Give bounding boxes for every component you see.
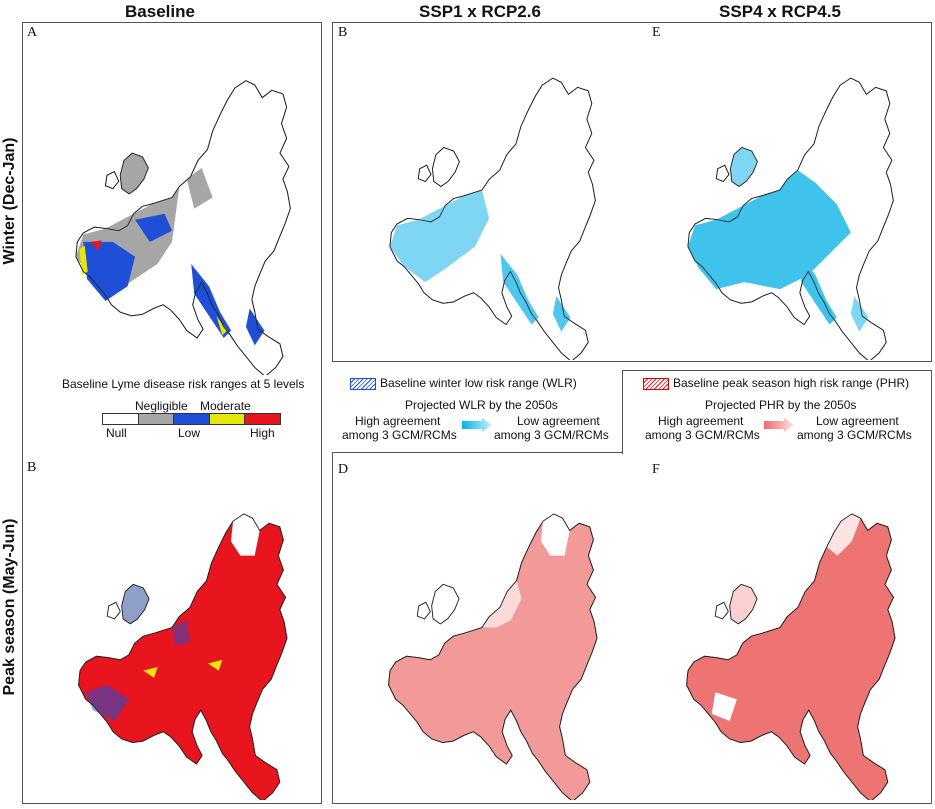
baseline-legend-title: Baseline Lyme disease risk ranges at 5 l… [62,377,305,391]
legend-swatch-high [244,413,281,425]
ssp1-winter-map [389,77,596,360]
phr-gradient-arrow [764,418,794,432]
column-heading-ssp4: SSP4 x RCP4.5 [719,2,841,21]
legend-swatch-moderate [208,413,245,425]
wlr-hatch-swatch [350,378,376,390]
wlr-high-label: High agreement [355,414,441,428]
ssp4-winter-map [687,77,894,360]
wlr-high-label-2: among 3 GCM/RCMs [342,428,457,442]
legend-level-null: Null [106,426,127,440]
wlr-gradient-arrow [462,418,492,432]
wlr-low-label-2: among 3 GCM/RCMs [494,428,609,442]
legend-level-high: High [250,426,275,440]
panel-label-d: D [338,462,349,477]
column-heading-ssp1: SSP1 x RCP2.6 [419,2,541,21]
phr-low-label-2: among 3 GCM/RCMs [797,428,912,442]
legend-level-moderate: Moderate [200,399,251,413]
column-heading-baseline: Baseline [125,2,195,21]
wlr-low-label: Low agreement [517,414,600,428]
phr-projected-label: Projected PHR by the 2050s [705,398,857,412]
ssp1-peak-map [388,513,598,800]
phr-high-label: High agreement [658,414,744,428]
phr-high-label-2: among 3 GCM/RCMs [645,428,760,442]
row-heading-peak: Peak season (May-Jun) [1,518,18,696]
panel-label-f: F [652,462,660,477]
legend-swatch-null [102,413,139,425]
legend-swatch-negligible [137,413,174,425]
phr-legend-box [622,370,932,454]
panel-label-a: A [27,25,38,40]
ssp4-peak-map [686,513,896,800]
panel-label-b-baseline: B [27,460,37,475]
row-heading-winter: Winter (Dec-Jan) [1,137,18,265]
phr-low-label: Low agreement [816,414,899,428]
panel-label-e: E [652,25,661,40]
panel-label-b-ssp1: B [338,25,348,40]
baseline-winter-map [75,80,291,375]
phr-hatch-swatch [643,378,669,390]
phr-hatch-label: Baseline peak season high risk range (PH… [673,376,910,390]
wlr-hatch-label: Baseline winter low risk range (WLR) [380,376,577,390]
legend-swatch-low [173,413,210,425]
legend-level-negligible: Negligible [135,399,188,413]
baseline-peak-map [78,513,288,800]
wlr-projected-label: Projected WLR by the 2050s [405,398,558,412]
legend-level-low: Low [178,426,201,440]
